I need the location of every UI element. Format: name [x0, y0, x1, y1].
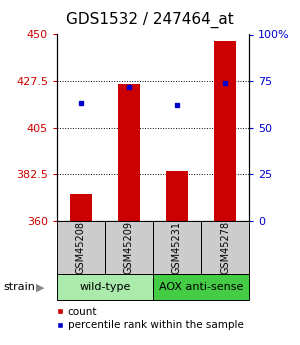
Bar	[70, 194, 92, 221]
Bar	[118, 84, 140, 221]
Text: GSM45231: GSM45231	[172, 221, 182, 274]
Text: ▶: ▶	[36, 282, 45, 292]
Text: GSM45208: GSM45208	[76, 221, 86, 274]
Bar	[105, 221, 153, 274]
Bar	[153, 221, 201, 274]
Bar	[214, 41, 236, 221]
Bar	[57, 221, 105, 274]
Text: GSM45209: GSM45209	[124, 221, 134, 274]
Text: AOX anti-sense: AOX anti-sense	[159, 282, 243, 292]
Bar	[153, 274, 249, 300]
Bar	[201, 221, 249, 274]
Bar	[166, 171, 188, 221]
Legend: count, percentile rank within the sample: count, percentile rank within the sample	[56, 307, 244, 330]
Text: GDS1532 / 247464_at: GDS1532 / 247464_at	[66, 12, 234, 28]
Bar	[57, 274, 153, 300]
Text: wild-type: wild-type	[79, 282, 131, 292]
Text: strain: strain	[3, 282, 35, 292]
Text: GSM45278: GSM45278	[220, 221, 230, 274]
